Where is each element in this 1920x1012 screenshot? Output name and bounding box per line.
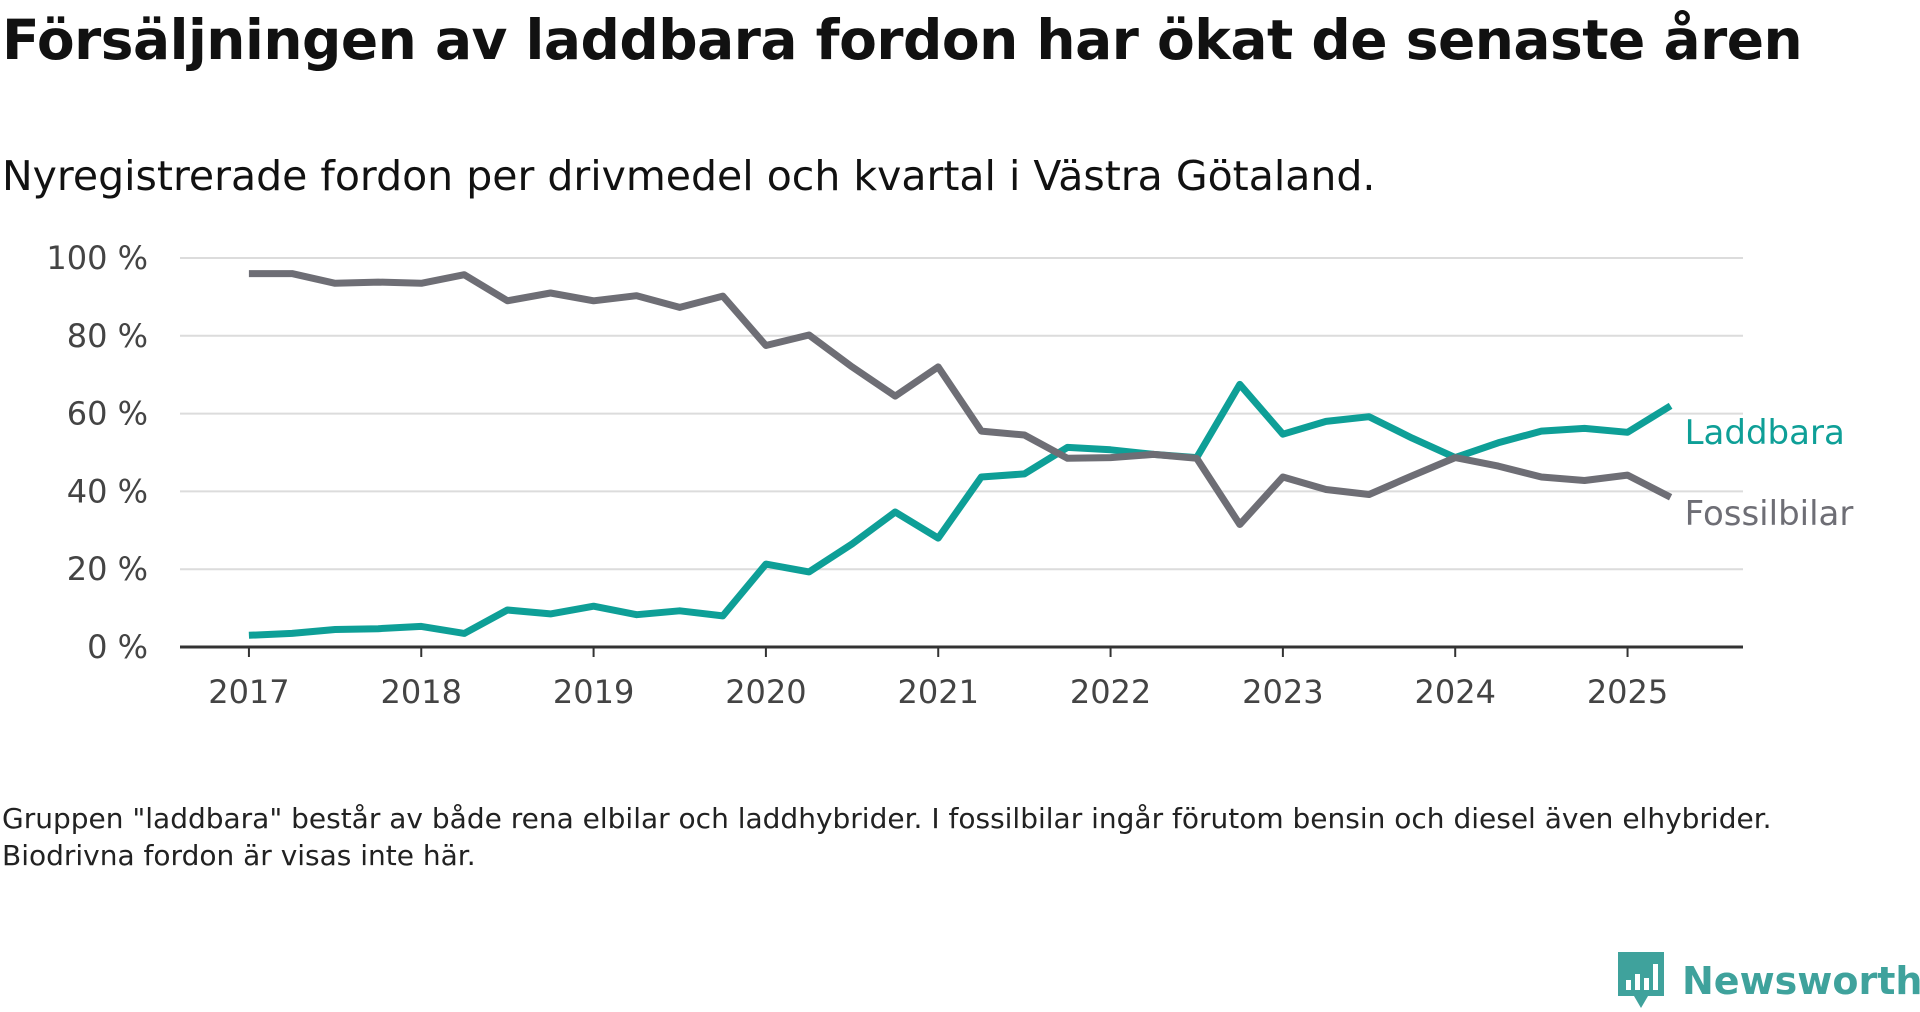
- chart-title: Försäljningen av laddbara fordon har öka…: [2, 8, 1803, 72]
- x-axis: 2017 2018 2019 2020 2021 2022 2023 2024 2025: [180, 645, 1743, 711]
- legend: Laddbara Fossilbilar: [1685, 413, 1854, 534]
- brand-logo: Newsworthy: [1614, 950, 1920, 1012]
- y-tick-label: 80 %: [67, 317, 148, 355]
- y-tick-label: 100 %: [46, 239, 148, 277]
- x-tick-label: 2022: [1070, 673, 1151, 711]
- x-tick-label: 2024: [1414, 673, 1495, 711]
- chart-subtitle: Nyregistrerade fordon per drivmedel och …: [2, 152, 1376, 200]
- x-tick-label: 2025: [1587, 673, 1668, 711]
- y-tick-label: 0 %: [87, 628, 148, 666]
- footnote: Gruppen "laddbara" består av både rena e…: [2, 802, 1772, 872]
- series-line-fossilbilar: [248, 270, 1673, 528]
- series-lines: [248, 270, 1673, 639]
- y-tick-label: 20 %: [67, 550, 148, 588]
- legend-label-laddbara: Laddbara: [1685, 413, 1845, 453]
- brand-name: Newsworthy: [1682, 959, 1920, 1003]
- y-tick-label: 40 %: [67, 472, 148, 510]
- legend-label-fossilbilar: Fossilbilar: [1685, 494, 1854, 534]
- line-chart: 0 % 20 % 40 % 60 % 80 % 100 % 2017 2018 2019 202…: [46, 239, 1854, 711]
- y-tick-label: 60 %: [67, 395, 148, 433]
- x-tick-label: 2021: [898, 673, 979, 711]
- x-tick-label: 2017: [208, 673, 289, 711]
- y-axis: 0 % 20 % 40 % 60 % 80 % 100 %: [46, 239, 148, 666]
- series-line-laddbara: [248, 380, 1673, 639]
- x-tick-label: 2019: [553, 673, 634, 711]
- x-tick-label: 2020: [725, 673, 806, 711]
- x-tick-label: 2018: [381, 673, 462, 711]
- newsworthy-logo-icon: [1618, 952, 1664, 1008]
- grid-lines: [180, 257, 1743, 571]
- x-tick-label: 2023: [1242, 673, 1323, 711]
